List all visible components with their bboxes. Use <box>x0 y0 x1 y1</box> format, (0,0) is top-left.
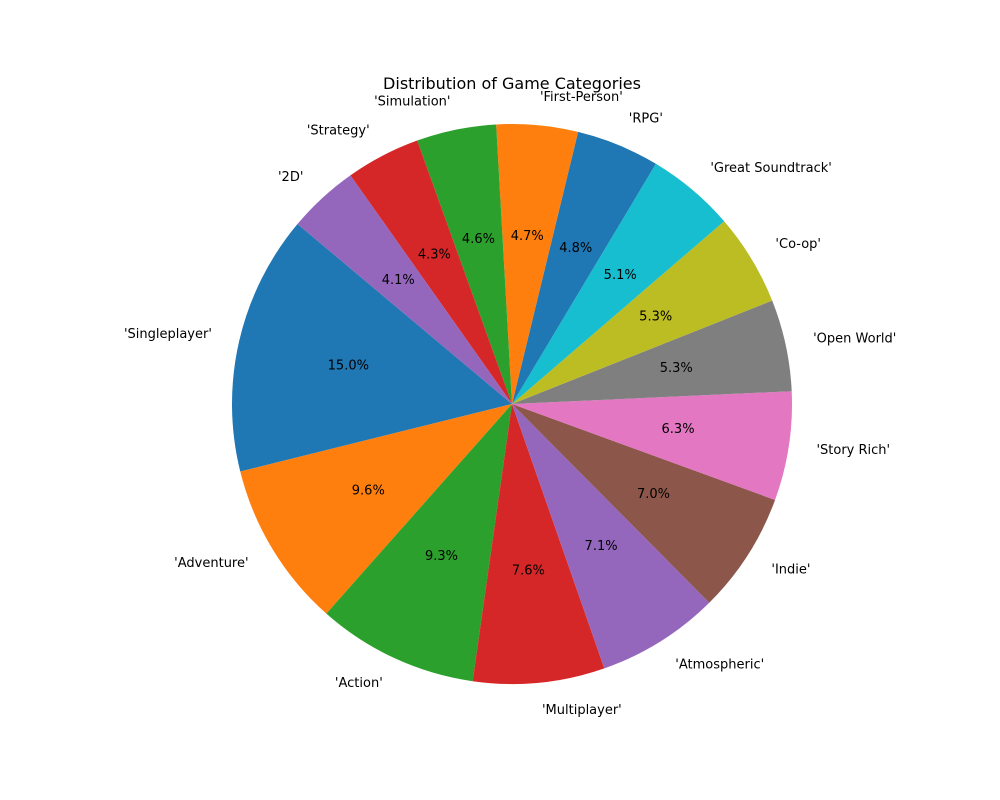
pie-slice-indie <box>512 404 776 603</box>
slice-category-label: 'First-Person' <box>540 90 623 105</box>
chart-title: Distribution of Game Categories <box>383 74 641 93</box>
pie-slice-great-soundtrack <box>512 163 725 404</box>
category-labels: 'Singleplayer' 'Adventure' 'Action' 'Multip… <box>124 90 896 718</box>
slice-category-label: '2D' <box>278 170 303 185</box>
slice-percent-label: 9.3% <box>425 549 458 564</box>
pie-slice-co-op <box>512 221 773 404</box>
slice-category-label: 'Open World' <box>813 332 896 347</box>
slice-percent-label: 4.1% <box>382 273 415 288</box>
pie-slice-multiplayer <box>472 404 605 684</box>
slice-percent-label: 7.0% <box>637 487 670 502</box>
slice-category-label: 'Great Soundtrack' <box>710 161 832 176</box>
slice-percent-label: 6.3% <box>662 422 695 437</box>
slice-percent-label: 15.0% <box>328 359 369 374</box>
pie-slice-adventure <box>240 404 512 614</box>
pie-slice-open-world <box>512 300 792 404</box>
pie-slices <box>232 124 792 684</box>
pie-slice-story-rich <box>512 391 792 500</box>
slice-percent-label: 7.6% <box>512 564 545 579</box>
pie-slice-simulation <box>417 124 512 404</box>
slice-percent-label: 4.3% <box>418 248 451 263</box>
slice-category-label: 'Simulation' <box>374 95 450 110</box>
pie-slice-atmospheric <box>512 404 710 669</box>
pie-slice-singleplayer <box>232 224 512 472</box>
slice-category-label: 'Strategy' <box>307 123 370 138</box>
slice-category-label: 'Multiplayer' <box>542 703 622 718</box>
slice-category-label: 'Atmospheric' <box>675 658 764 673</box>
pie-slice-rpg <box>512 131 656 404</box>
slice-percent-label: 4.6% <box>462 232 495 247</box>
slice-percent-label: 9.6% <box>352 484 385 499</box>
pie-slice-strategy <box>350 140 512 405</box>
slice-category-label: 'RPG' <box>629 112 663 127</box>
pie-slice-action <box>326 404 512 682</box>
slice-category-label: 'Co-op' <box>775 237 821 252</box>
slice-category-label: 'Indie' <box>771 563 810 578</box>
percentage-labels: 15.0% 9.6% 9.3% 7.6% 7.1% 7.0% 6.3% 5.3% 5.3% 5.1… <box>328 229 695 579</box>
slice-percent-label: 5.3% <box>660 361 693 376</box>
pie-slice-first-person <box>496 124 579 405</box>
slice-category-label: 'Adventure' <box>174 556 248 571</box>
slice-percent-label: 7.1% <box>585 539 618 554</box>
slice-category-label: 'Singleplayer' <box>124 327 212 342</box>
slice-percent-label: 4.7% <box>511 229 544 244</box>
slice-percent-label: 5.1% <box>604 268 637 283</box>
pie-slice-2d <box>297 175 512 404</box>
slice-percent-label: 4.8% <box>559 241 592 256</box>
slice-category-label: 'Action' <box>335 676 383 691</box>
slice-percent-label: 5.3% <box>639 309 672 324</box>
slice-category-label: 'Story Rich' <box>816 443 890 458</box>
